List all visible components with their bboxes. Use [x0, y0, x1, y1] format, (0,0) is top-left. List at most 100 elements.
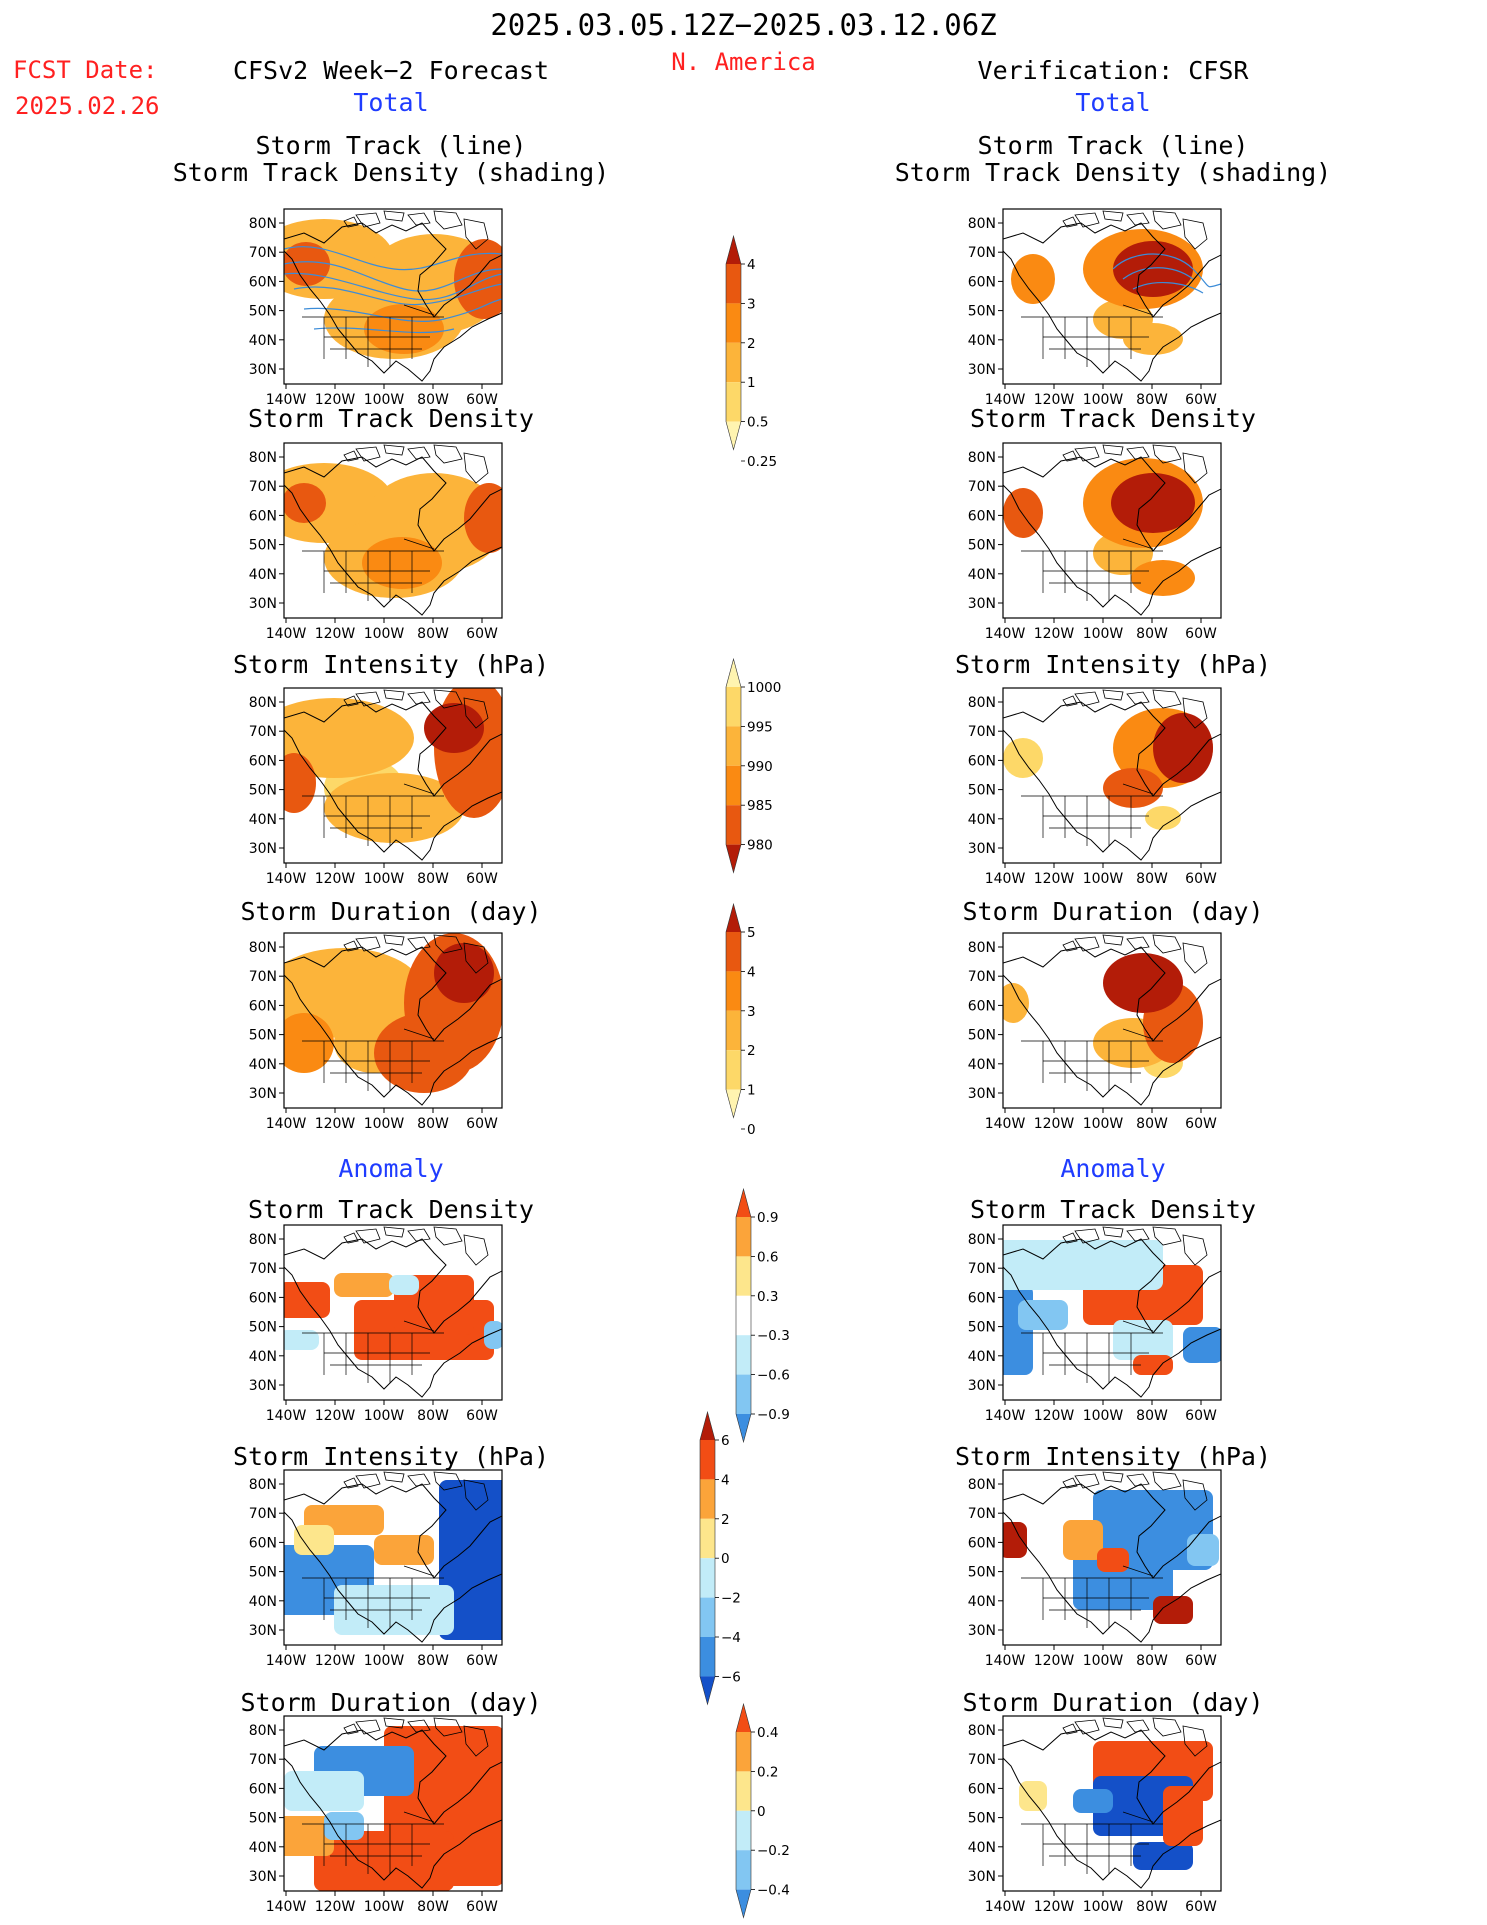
fcst-date-value: 2025.02.26: [15, 92, 160, 120]
lat-tick-label: 80N: [968, 1723, 996, 1739]
shading-blob: [1003, 488, 1043, 538]
panel-title-anom-intensity-left: Storm Intensity (hPa): [232, 1442, 550, 1471]
lat-tick-label: 70N: [249, 969, 277, 985]
lon-tick-label: 100W: [364, 1408, 405, 1424]
panel-title-anom-density-right: Storm Track Density: [970, 1195, 1256, 1224]
lat-tick-label: 50N: [968, 538, 996, 554]
panel-title-duration-right: Storm Duration (day): [962, 897, 1264, 926]
lon-tick-label: 80W: [417, 1116, 449, 1132]
shading-blob: [464, 483, 502, 553]
lat-tick-label: 60N: [968, 508, 996, 524]
lat-tick-label: 70N: [249, 479, 277, 495]
lon-tick-label: 140W: [266, 1408, 307, 1424]
colorbar-tick-label: 1000: [747, 680, 781, 696]
shading-blob: [454, 239, 502, 319]
lon-tick-label: 140W: [985, 392, 1026, 408]
anomaly-patch: [1187, 1534, 1219, 1566]
lat-tick-label: 40N: [249, 1057, 277, 1073]
fcst-date-label: FCST Date:: [13, 56, 158, 84]
lat-tick-label: 40N: [249, 1349, 277, 1365]
panel-title-duration-left: Storm Duration (day): [240, 897, 542, 926]
lon-tick-label: 60W: [1185, 1899, 1217, 1915]
colorbar-tick-label: 4: [747, 257, 756, 273]
lat-tick-label: 70N: [968, 1261, 996, 1277]
lon-tick-label: 80W: [1136, 1408, 1168, 1424]
lat-tick-label: 80N: [249, 450, 277, 466]
colorbar-tick-label: −0.9: [757, 1407, 790, 1423]
anomaly-patch: [1097, 1548, 1129, 1572]
lon-tick-label: 100W: [1083, 626, 1124, 642]
lat-tick-label: 40N: [249, 812, 277, 828]
anomaly-patch: [1063, 1520, 1103, 1560]
map-verif-anom-duration: 80N 70N 60N 50N 40N 30N 140W 120W 100W 80W 60W: [968, 1715, 1222, 1915]
lon-tick-label: 100W: [1083, 1899, 1124, 1915]
colorbar-tick-label: 0.3: [757, 1289, 778, 1305]
map-verif-duration: 80N 70N 60N 50N 40N 30N 140W 120W 100W 80W 60W: [968, 932, 1222, 1132]
lon-tick-label: 100W: [364, 1899, 405, 1915]
colorbar-tick-label: 2: [721, 1512, 730, 1528]
lon-tick-label: 80W: [417, 871, 449, 887]
lat-tick-label: 30N: [249, 1086, 277, 1102]
lon-tick-label: 140W: [266, 1653, 307, 1669]
anomaly-patch: [1018, 1300, 1068, 1330]
shading-blob: [1103, 953, 1183, 1013]
lat-tick-label: 40N: [968, 567, 996, 583]
lat-tick-label: 70N: [249, 1261, 277, 1277]
shading-blob: [324, 773, 464, 843]
map-forecast-anom-intensity: 80N 70N 60N 50N 40N 30N 140W 120W 100W 80W 60W: [249, 1469, 503, 1669]
lat-tick-label: 70N: [249, 1506, 277, 1522]
shading-blob: [1003, 738, 1043, 778]
lat-tick-label: 80N: [968, 695, 996, 711]
panel-title-intensity-right: Storm Intensity (hPa): [954, 650, 1272, 679]
shading-blob: [364, 304, 444, 354]
lon-tick-label: 60W: [1185, 626, 1217, 642]
colorbar-tick-label: 0: [721, 1551, 730, 1567]
lon-tick-label: 140W: [985, 871, 1026, 887]
colorbar-tick-label: −0.4: [757, 1883, 790, 1899]
colorbar-tick-label: −0.6: [757, 1368, 790, 1384]
shading-blob: [1145, 806, 1181, 830]
forecast-total-label: Total: [353, 88, 429, 117]
lon-tick-label: 120W: [1034, 1408, 1075, 1424]
colorbar-tick-label: 4: [721, 1472, 730, 1488]
colorbar-tick-label: 3: [747, 296, 756, 312]
main-title: 2025.03.05.12Z−2025.03.12.06Z: [490, 8, 997, 42]
anomaly-patch: [284, 1816, 334, 1856]
lon-tick-label: 140W: [985, 1653, 1026, 1669]
lat-tick-label: 70N: [968, 724, 996, 740]
shading-blob: [1011, 254, 1055, 304]
shading-blob: [424, 703, 484, 753]
anomaly-patch: [374, 1535, 434, 1565]
lat-tick-label: 70N: [968, 969, 996, 985]
lat-tick-label: 60N: [249, 508, 277, 524]
storm-track-line: [1122, 267, 1194, 280]
map-forecast-track: 80N 70N 60N 50N 40N 30N 140W 120W 100W 80W 60W: [249, 208, 503, 408]
lon-tick-label: 60W: [466, 1899, 498, 1915]
lat-tick-label: 80N: [968, 1232, 996, 1248]
colorbar-tick-label: 0.25: [747, 454, 777, 470]
lat-tick-label: 80N: [249, 216, 277, 232]
lat-tick-label: 30N: [968, 1623, 996, 1639]
lat-tick-label: 40N: [968, 1349, 996, 1365]
lon-tick-label: 100W: [1083, 392, 1124, 408]
colorbar-intensity: 1000 995 990 985 980: [725, 657, 781, 874]
lon-tick-label: 120W: [1034, 871, 1075, 887]
anomaly-patch: [284, 1330, 319, 1350]
lon-tick-label: 140W: [985, 1899, 1026, 1915]
lat-tick-label: 50N: [968, 1028, 996, 1044]
lat-tick-label: 30N: [249, 1378, 277, 1394]
verification-anomaly-label: Anomaly: [1060, 1154, 1166, 1183]
lon-tick-label: 140W: [985, 626, 1026, 642]
anomaly-patch: [389, 1275, 419, 1295]
storm-track-line: [284, 272, 502, 301]
colorbar-tick-label: 0.9: [757, 1210, 778, 1226]
lat-tick-label: 70N: [249, 245, 277, 261]
storm-track-line: [284, 246, 502, 271]
colorbar-tick-label: 6: [721, 1433, 730, 1449]
lon-tick-label: 140W: [985, 1408, 1026, 1424]
lat-tick-label: 30N: [968, 841, 996, 857]
panel-title-density-left: Storm Track Density: [248, 404, 534, 433]
map-verif-density: 80N 70N 60N 50N 40N 30N 140W 120W 100W 80W 60W: [968, 442, 1222, 642]
lon-tick-label: 80W: [1136, 626, 1168, 642]
anomaly-patch: [284, 1282, 330, 1318]
